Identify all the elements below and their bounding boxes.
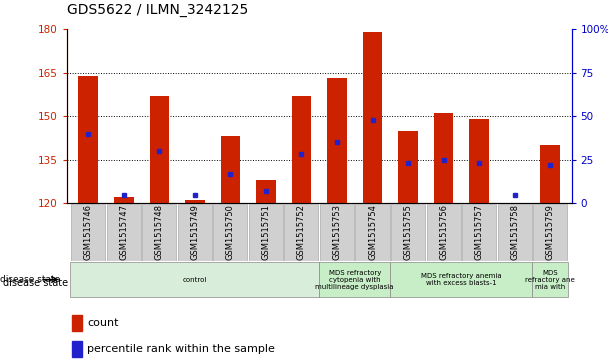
FancyBboxPatch shape xyxy=(533,262,568,297)
Text: GSM1515754: GSM1515754 xyxy=(368,204,377,260)
Text: MDS refractory anemia
with excess blasts-1: MDS refractory anemia with excess blasts… xyxy=(421,273,502,286)
Text: GSM1515751: GSM1515751 xyxy=(261,204,271,260)
FancyBboxPatch shape xyxy=(390,262,533,297)
Text: GSM1515755: GSM1515755 xyxy=(404,204,413,260)
FancyBboxPatch shape xyxy=(319,262,390,297)
Text: count: count xyxy=(87,318,119,328)
Bar xyxy=(541,145,560,203)
Bar xyxy=(72,340,82,357)
Bar xyxy=(398,131,418,203)
FancyBboxPatch shape xyxy=(356,204,390,261)
Text: GSM1515747: GSM1515747 xyxy=(119,204,128,260)
FancyBboxPatch shape xyxy=(71,204,105,261)
Bar xyxy=(434,113,454,203)
FancyBboxPatch shape xyxy=(142,204,176,261)
Text: GSM1515748: GSM1515748 xyxy=(155,204,164,260)
Text: GSM1515757: GSM1515757 xyxy=(475,204,483,260)
Bar xyxy=(150,96,169,203)
Text: GSM1515746: GSM1515746 xyxy=(84,204,92,260)
FancyBboxPatch shape xyxy=(285,204,319,261)
FancyBboxPatch shape xyxy=(427,204,461,261)
FancyBboxPatch shape xyxy=(178,204,212,261)
Bar xyxy=(72,315,82,331)
Text: control: control xyxy=(182,277,207,282)
Text: GSM1515758: GSM1515758 xyxy=(510,204,519,260)
Bar xyxy=(221,136,240,203)
Text: GSM1515749: GSM1515749 xyxy=(190,204,199,260)
Bar xyxy=(363,32,382,203)
Text: GSM1515753: GSM1515753 xyxy=(333,204,342,260)
FancyBboxPatch shape xyxy=(249,204,283,261)
Text: MDS
refractory ane
mia with: MDS refractory ane mia with xyxy=(525,269,575,290)
Bar xyxy=(185,200,204,203)
Bar xyxy=(114,197,134,203)
Bar xyxy=(292,96,311,203)
Bar xyxy=(256,180,275,203)
Text: GSM1515756: GSM1515756 xyxy=(439,204,448,260)
FancyBboxPatch shape xyxy=(213,204,247,261)
Bar xyxy=(78,76,98,203)
FancyBboxPatch shape xyxy=(497,204,532,261)
FancyBboxPatch shape xyxy=(533,204,567,261)
FancyBboxPatch shape xyxy=(391,204,425,261)
Text: MDS refractory
cytopenia with
multilineage dysplasia: MDS refractory cytopenia with multilinea… xyxy=(316,269,394,290)
Text: percentile rank within the sample: percentile rank within the sample xyxy=(87,344,275,354)
FancyBboxPatch shape xyxy=(71,262,319,297)
FancyBboxPatch shape xyxy=(462,204,496,261)
Text: GSM1515752: GSM1515752 xyxy=(297,204,306,260)
Text: GSM1515759: GSM1515759 xyxy=(546,204,554,260)
Text: GSM1515750: GSM1515750 xyxy=(226,204,235,260)
Text: disease state: disease state xyxy=(3,278,68,288)
FancyBboxPatch shape xyxy=(106,204,141,261)
Bar xyxy=(327,78,347,203)
Text: GDS5622 / ILMN_3242125: GDS5622 / ILMN_3242125 xyxy=(67,3,248,17)
FancyBboxPatch shape xyxy=(320,204,354,261)
Text: disease state: disease state xyxy=(0,275,60,284)
Bar xyxy=(469,119,489,203)
